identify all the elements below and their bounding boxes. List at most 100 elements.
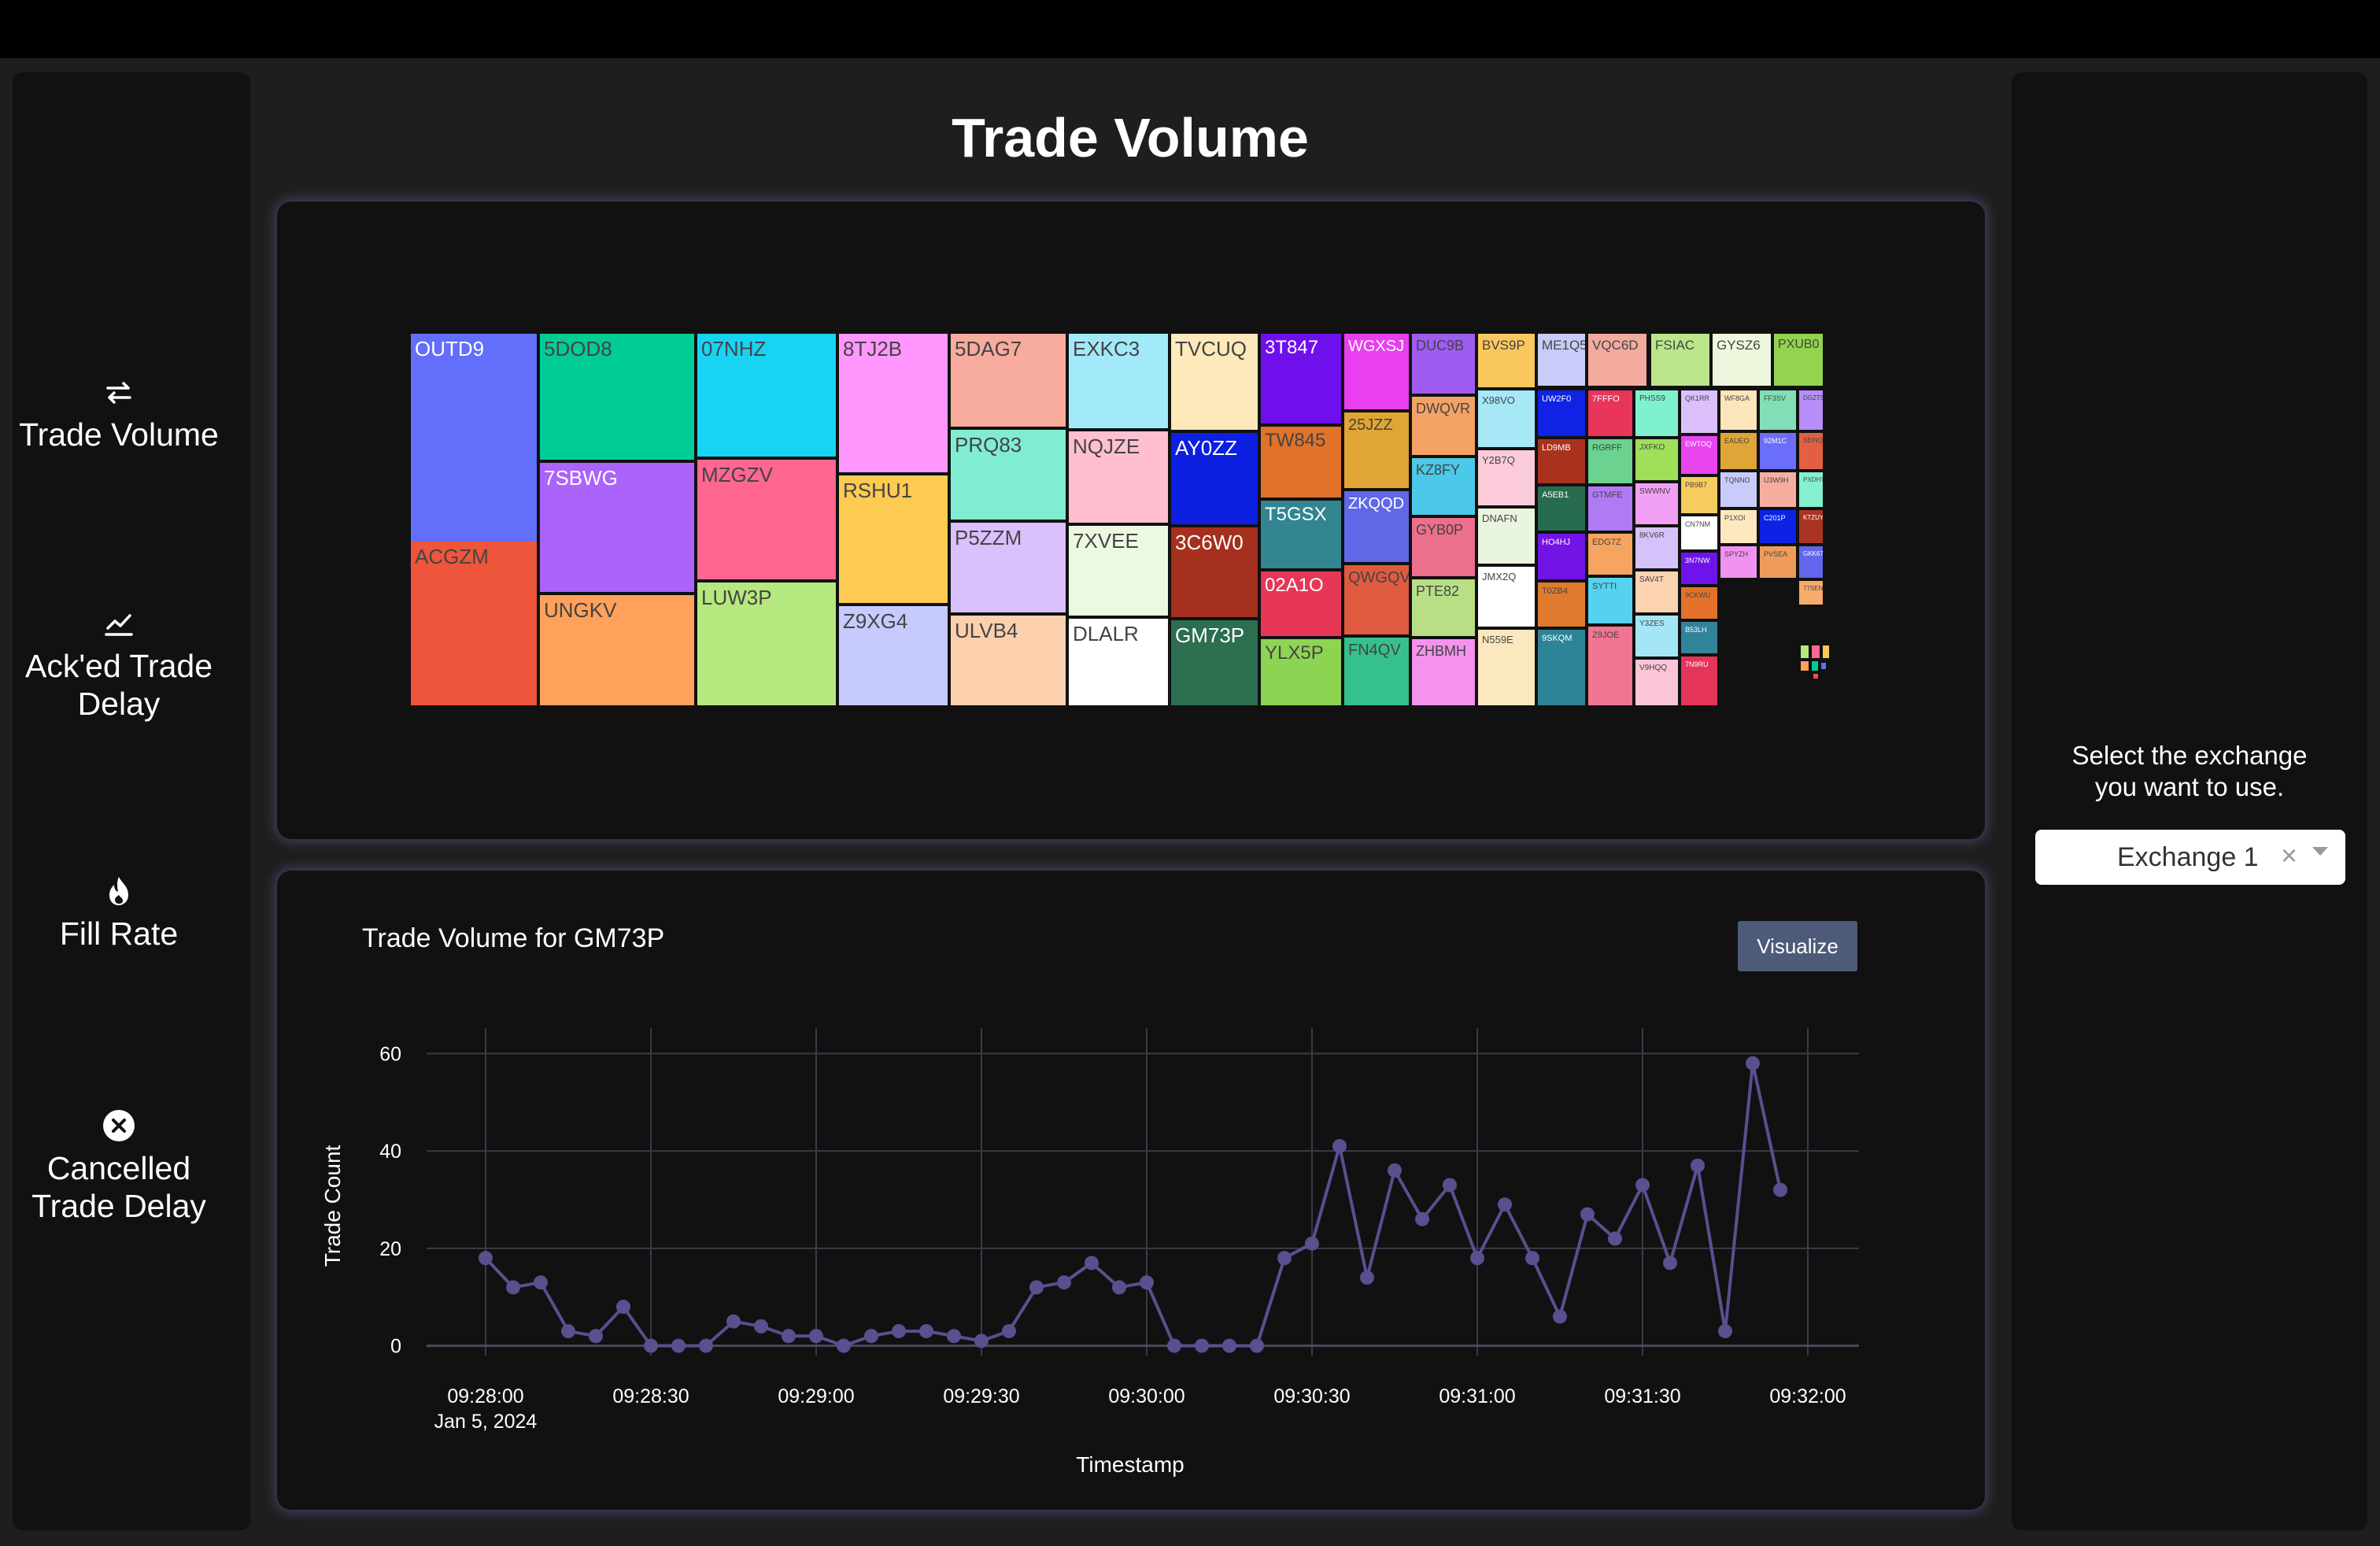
exchange-dropdown[interactable]: Exchange 1 × bbox=[2035, 830, 2345, 885]
treemap-tile[interactable]: DUC9B bbox=[1412, 334, 1475, 394]
treemap-tile[interactable]: V9HQQ bbox=[1635, 660, 1678, 705]
treemap-tile[interactable]: GYB0P bbox=[1412, 518, 1475, 576]
treemap-tile[interactable]: PXUB0 bbox=[1774, 334, 1823, 386]
treemap-tile[interactable]: 9SKQM bbox=[1538, 630, 1585, 705]
data-point[interactable] bbox=[809, 1329, 823, 1344]
treemap-tile-small[interactable] bbox=[1812, 661, 1818, 671]
treemap-tile[interactable]: 3N7NW bbox=[1681, 553, 1717, 584]
treemap-tile[interactable]: PXDHY bbox=[1799, 472, 1823, 507]
treemap-tile[interactable]: ULVB4 bbox=[951, 616, 1066, 705]
data-point[interactable] bbox=[1691, 1158, 1705, 1173]
data-point[interactable] bbox=[1415, 1211, 1429, 1226]
treemap-tile-small[interactable] bbox=[1801, 645, 1809, 658]
data-point[interactable] bbox=[1167, 1338, 1181, 1353]
data-point[interactable] bbox=[1222, 1338, 1236, 1353]
treemap-tile[interactable]: FN4QV bbox=[1344, 638, 1409, 705]
data-point[interactable] bbox=[1057, 1275, 1071, 1290]
treemap-tile[interactable]: EXKC3 bbox=[1069, 334, 1168, 428]
data-point[interactable] bbox=[589, 1329, 603, 1344]
visualize-button[interactable]: Visualize bbox=[1738, 921, 1857, 971]
treemap-tile[interactable]: QWGQV bbox=[1344, 565, 1409, 634]
nav-trade-volume[interactable]: Trade Volume bbox=[0, 375, 238, 453]
treemap-tile[interactable]: 07NHZ bbox=[697, 334, 836, 457]
treemap-tile[interactable]: WGXSJ bbox=[1344, 334, 1409, 409]
treemap-tile-small[interactable] bbox=[1823, 645, 1829, 658]
clear-icon[interactable]: × bbox=[2281, 839, 2298, 871]
data-point[interactable] bbox=[561, 1324, 575, 1339]
treemap-tile[interactable]: PVSEA bbox=[1760, 546, 1796, 578]
treemap-tile[interactable]: P1XOI bbox=[1720, 510, 1757, 543]
treemap-tile[interactable]: SPYZH bbox=[1720, 546, 1757, 578]
treemap-tile[interactable]: 3T847 bbox=[1261, 334, 1341, 423]
treemap-tile[interactable]: A5EB1 bbox=[1538, 486, 1585, 531]
data-point[interactable] bbox=[726, 1314, 741, 1329]
treemap-tile[interactable]: TVCUQ bbox=[1171, 334, 1258, 430]
treemap-tile-small[interactable] bbox=[1812, 645, 1820, 658]
treemap-tile[interactable]: EDG7Z bbox=[1588, 534, 1632, 575]
data-point[interactable] bbox=[864, 1329, 878, 1344]
treemap-tile[interactable]: SWWNV bbox=[1635, 483, 1678, 524]
data-point[interactable] bbox=[1250, 1338, 1264, 1353]
treemap-tile[interactable]: DLALR bbox=[1069, 619, 1168, 705]
treemap-tile[interactable]: N559E bbox=[1478, 630, 1535, 705]
treemap-tile-small[interactable] bbox=[1801, 661, 1809, 671]
treemap-tile[interactable]: TW845 bbox=[1261, 427, 1341, 497]
data-point[interactable] bbox=[671, 1338, 686, 1353]
treemap-tile[interactable]: PHSS9 bbox=[1635, 390, 1678, 436]
treemap-tile[interactable]: 5DOD8 bbox=[540, 334, 694, 460]
treemap-tile[interactable]: ME1Q5 bbox=[1538, 334, 1585, 386]
data-point[interactable] bbox=[1443, 1178, 1457, 1193]
nav-cancelled-trade-delay[interactable]: Cancelled Trade Delay bbox=[0, 1108, 238, 1225]
treemap-tile[interactable]: Y3ZES bbox=[1635, 616, 1678, 656]
treemap-tile[interactable]: UNGKV bbox=[540, 595, 694, 705]
data-point[interactable] bbox=[782, 1329, 796, 1344]
treemap-tile[interactable]: PB9B7 bbox=[1681, 477, 1717, 513]
treemap-tile[interactable]: UW2F0 bbox=[1538, 390, 1585, 436]
treemap-tile[interactable]: 02A1O bbox=[1261, 571, 1341, 636]
data-point[interactable] bbox=[1002, 1324, 1016, 1339]
data-point[interactable] bbox=[1525, 1251, 1539, 1266]
data-point[interactable] bbox=[1029, 1280, 1044, 1295]
treemap-tile[interactable]: FF3SV bbox=[1760, 390, 1796, 430]
data-point[interactable] bbox=[1085, 1256, 1099, 1270]
data-point[interactable] bbox=[1608, 1231, 1622, 1246]
treemap-tile[interactable]: 9CKWU bbox=[1681, 587, 1717, 619]
treemap-tile[interactable]: KZ8FY bbox=[1412, 458, 1475, 515]
data-point[interactable] bbox=[1746, 1056, 1760, 1071]
data-point[interactable] bbox=[754, 1319, 768, 1333]
treemap-tile[interactable]: U3W9H bbox=[1760, 472, 1796, 507]
treemap-tile-small[interactable] bbox=[1821, 663, 1826, 669]
treemap-tile[interactable]: X98VO bbox=[1478, 390, 1535, 447]
treemap-tile[interactable]: 77SEN bbox=[1799, 581, 1823, 605]
treemap-tile[interactable]: GTMFE bbox=[1588, 486, 1632, 531]
treemap-tile[interactable]: Z9XG4 bbox=[839, 606, 948, 705]
data-point[interactable] bbox=[644, 1338, 658, 1353]
treemap-tile[interactable]: VQC6D bbox=[1588, 334, 1646, 386]
data-point[interactable] bbox=[1112, 1280, 1126, 1295]
treemap-tile[interactable]: DNAFN bbox=[1478, 509, 1535, 564]
treemap-tile[interactable]: ACGZM bbox=[411, 542, 537, 705]
data-point[interactable] bbox=[1498, 1197, 1512, 1212]
treemap-tile[interactable]: PTE82 bbox=[1412, 579, 1475, 636]
data-point[interactable] bbox=[1140, 1275, 1154, 1290]
treemap-tile[interactable]: JMX2Q bbox=[1478, 567, 1535, 627]
treemap-tile[interactable]: FSIAC bbox=[1651, 334, 1709, 386]
treemap-tile[interactable]: PRQ83 bbox=[951, 430, 1066, 520]
data-point[interactable] bbox=[1277, 1251, 1292, 1266]
data-point[interactable] bbox=[1360, 1270, 1374, 1285]
nav-acked-trade-delay[interactable]: Ack'ed Trade Delay bbox=[0, 606, 238, 723]
data-point[interactable] bbox=[479, 1251, 493, 1266]
data-point[interactable] bbox=[1635, 1178, 1650, 1193]
treemap-tile[interactable]: C201P bbox=[1760, 510, 1796, 543]
treemap-tile[interactable]: 7XVEE bbox=[1069, 526, 1168, 616]
treemap-tile[interactable]: 7N9RU bbox=[1681, 656, 1717, 705]
data-point[interactable] bbox=[1718, 1324, 1732, 1339]
treemap-tile[interactable]: KTZUY bbox=[1799, 510, 1823, 543]
treemap-tile[interactable]: 3C6W0 bbox=[1171, 527, 1258, 617]
data-point[interactable] bbox=[506, 1280, 520, 1295]
data-point[interactable] bbox=[534, 1275, 548, 1290]
treemap-tile[interactable]: RGRFF bbox=[1588, 439, 1632, 483]
treemap-tile[interactable]: GYSZ6 bbox=[1713, 334, 1771, 386]
data-point[interactable] bbox=[1773, 1182, 1787, 1197]
treemap-tile[interactable]: LUW3P bbox=[697, 583, 836, 705]
